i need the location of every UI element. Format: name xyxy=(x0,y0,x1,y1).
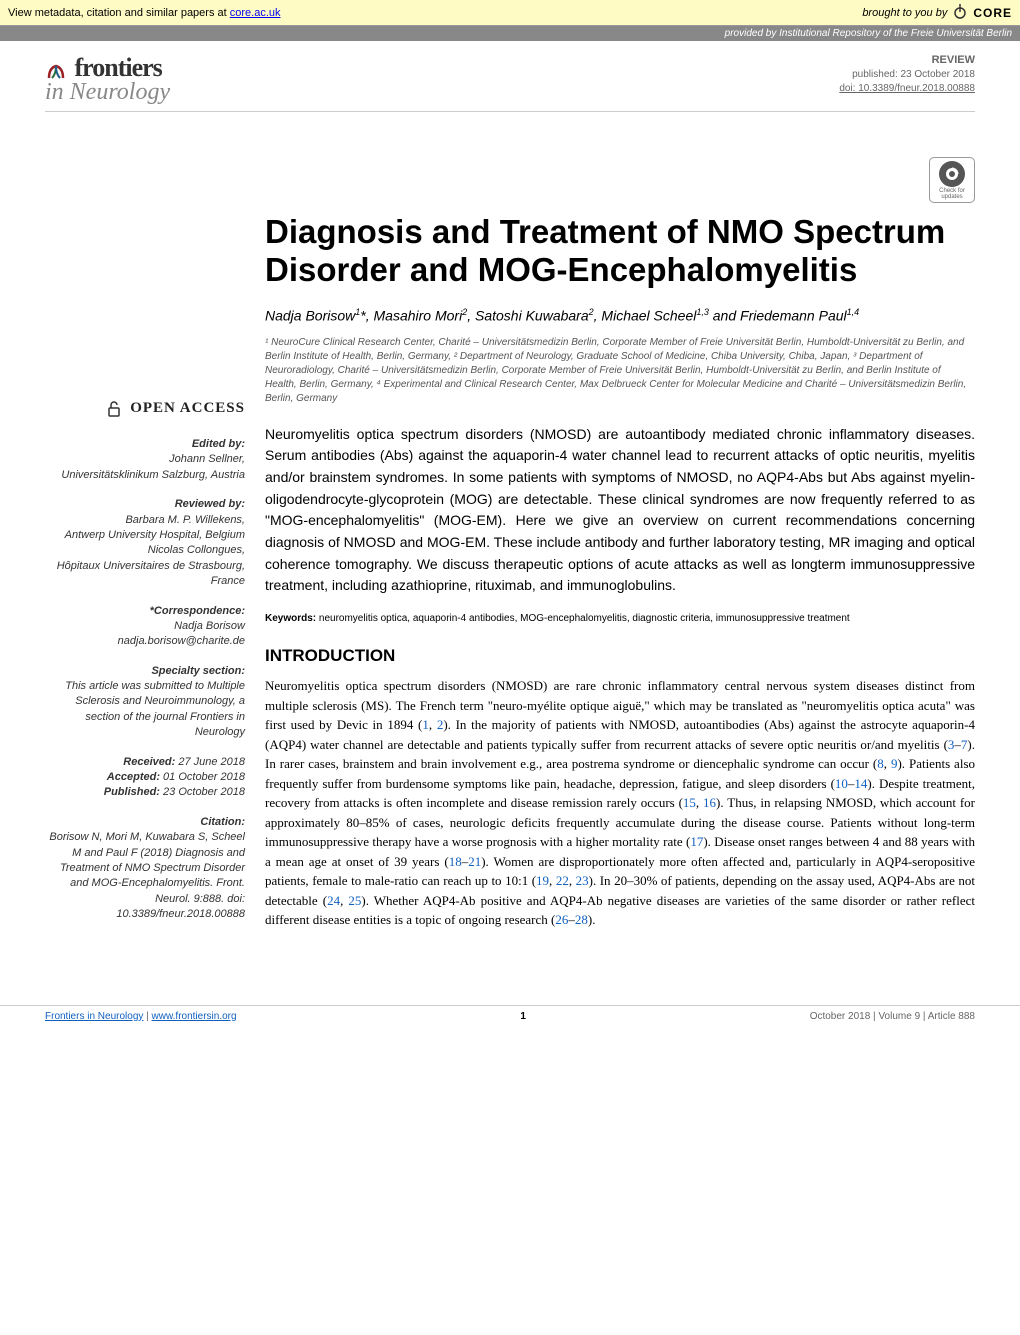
meta-text: View metadata, citation and similar pape… xyxy=(8,7,230,19)
core-icon xyxy=(953,3,967,22)
correspondence-label: *Correspondence: xyxy=(45,604,245,619)
accepted-label: Accepted: xyxy=(107,771,160,783)
check-line2: updates xyxy=(941,194,962,200)
reviewer2-affil: Hôpitaux Universitaires de Strasbourg, F… xyxy=(57,560,245,587)
citation-text: Borisow N, Mori M, Kuwabara S, Scheel M … xyxy=(49,831,245,920)
journal-frontiers: frontiers xyxy=(75,53,162,82)
footer: Frontiers in Neurology | www.frontiersin… xyxy=(0,1005,1020,1027)
lock-open-icon xyxy=(107,400,121,418)
footer-url[interactable]: www.frontiersin.org xyxy=(152,1011,237,1022)
accepted-date: 01 October 2018 xyxy=(160,771,245,783)
open-access-badge: OPEN ACCESS xyxy=(45,398,245,419)
top-header: frontiers in Neurology REVIEW published:… xyxy=(45,53,975,112)
footer-left: Frontiers in Neurology | www.frontiersin… xyxy=(45,1011,237,1022)
open-access-text: OPEN ACCESS xyxy=(130,400,245,416)
abstract: Neuromyelitis optica spectrum disorders … xyxy=(265,424,975,598)
core-right: brought to you by CORE xyxy=(862,3,1012,22)
metadata-bar: View metadata, citation and similar pape… xyxy=(0,0,1020,26)
check-icon xyxy=(939,161,965,187)
received-date: 27 June 2018 xyxy=(175,756,245,768)
footer-right: October 2018 | Volume 9 | Article 888 xyxy=(810,1011,975,1022)
core-link[interactable]: core.ac.uk xyxy=(230,7,281,19)
keywords-text: neuromyelitis optica, aquaporin-4 antibo… xyxy=(316,613,850,624)
sidebar: OPEN ACCESS Edited by: Johann Sellner, U… xyxy=(45,213,245,937)
reviewed-by-label: Reviewed by: xyxy=(45,497,245,512)
provided-bar: provided by Institutional Repository of … xyxy=(0,26,1020,41)
article-main: Diagnosis and Treatment of NMO Spectrum … xyxy=(265,213,975,937)
reviewer1-affil: Antwerp University Hospital, Belgium xyxy=(65,529,245,541)
affiliations: ¹ NeuroCure Clinical Research Center, Ch… xyxy=(265,336,975,406)
reviewer2: Nicolas Collongues, xyxy=(148,544,245,556)
article-title: Diagnosis and Treatment of NMO Spectrum … xyxy=(265,213,975,289)
introduction-body: Neuromyelitis optica spectrum disorders … xyxy=(265,676,975,930)
editor-affil: Universitätsklinikum Salzburg, Austria xyxy=(61,469,245,481)
edited-by-label: Edited by: xyxy=(45,437,245,452)
published-date-side: 23 October 2018 xyxy=(160,786,245,798)
specialty-text: This article was submitted to Multiple S… xyxy=(65,680,245,738)
article-type: REVIEW xyxy=(839,53,975,68)
editor-name: Johann Sellner, xyxy=(169,453,245,465)
doi-link[interactable]: doi: 10.3389/fneur.2018.00888 xyxy=(839,83,975,94)
frontiers-icon xyxy=(45,59,67,81)
footer-journal[interactable]: Frontiers in Neurology xyxy=(45,1011,143,1022)
keywords: Keywords: neuromyelitis optica, aquapori… xyxy=(265,613,975,624)
published-label: Published: xyxy=(104,786,160,798)
citation-label: Citation: xyxy=(45,815,245,830)
authors: Nadja Borisow1*, Masahiro Mori2, Satoshi… xyxy=(265,307,975,324)
specialty-label: Specialty section: xyxy=(45,664,245,679)
core-logo: CORE xyxy=(973,6,1012,20)
published-date: published: 23 October 2018 xyxy=(839,68,975,82)
reviewer1: Barbara M. P. Willekens, xyxy=(125,514,245,526)
received-label: Received: xyxy=(123,756,175,768)
journal-neurology: in Neurology xyxy=(45,79,170,106)
check-updates[interactable]: Check for updates xyxy=(929,157,975,203)
section-heading: INTRODUCTION xyxy=(265,646,975,666)
brought-text: brought to you by xyxy=(862,7,947,19)
keywords-label: Keywords: xyxy=(265,613,316,624)
meta-left: View metadata, citation and similar pape… xyxy=(8,7,281,19)
correspondence-name: Nadja Borisow xyxy=(174,620,245,632)
pub-info: REVIEW published: 23 October 2018 doi: 1… xyxy=(839,53,975,96)
journal-logo: frontiers in Neurology xyxy=(45,53,170,106)
page-number: 1 xyxy=(520,1011,526,1022)
correspondence-email: nadja.borisow@charite.de xyxy=(118,635,245,647)
